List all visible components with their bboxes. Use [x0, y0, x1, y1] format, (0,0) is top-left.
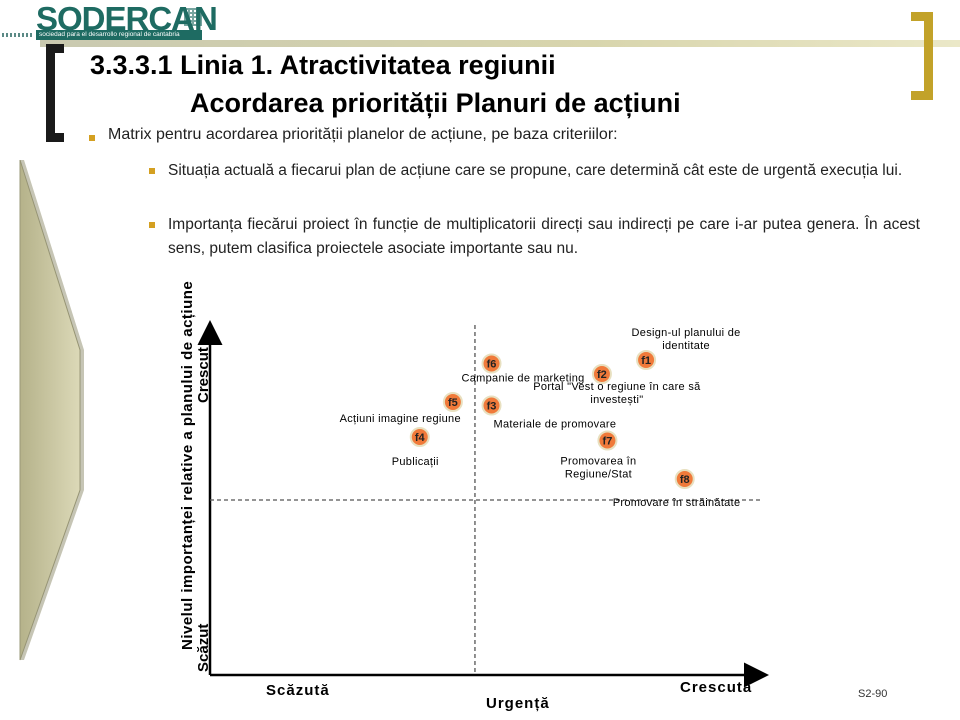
slide-number: S2-90 — [858, 688, 888, 700]
header-decoration-bar — [40, 40, 960, 47]
priority-matrix-chart: f1 Design-ul planului de identitate f2Porta… — [179, 281, 769, 712]
y-axis-label: Nivelul importanței relative a planului … — [179, 281, 196, 650]
point-label-f5: Acțiuni imagine regiune — [340, 413, 461, 425]
left-bracket-decoration — [46, 44, 64, 142]
point-label-line: Regiune/Stat — [565, 469, 632, 481]
point-marker-f2 — [591, 364, 612, 384]
point-label-f3: Materiale de promovare — [494, 419, 617, 431]
point-label-line: Design-ul planului de — [632, 327, 741, 339]
point-label-line: Portal "Vest o regiune în care să — [533, 381, 701, 393]
logo-grid-icon — [184, 8, 202, 26]
point-id-f4: f4 — [415, 432, 426, 444]
bullet-marker — [149, 222, 155, 228]
y-low-label: Scăzut — [195, 624, 212, 672]
side-arrow-decoration — [19, 160, 84, 661]
point-marker-f8 — [674, 469, 695, 489]
x-axis-label: Urgență — [486, 695, 550, 712]
logo-dots-decoration — [2, 33, 32, 37]
point-marker-f3 — [481, 395, 502, 416]
point-id-f7: f7 — [603, 436, 613, 448]
point-label-f7: Promovarea în Regiune/Stat — [560, 456, 636, 481]
point-id-f5: f5 — [448, 397, 458, 409]
point-label-f4: Publicații — [392, 456, 439, 468]
point-marker-f6 — [481, 353, 502, 374]
main-bullet-text: Matrix pentru acordarea priorității plan… — [108, 126, 618, 143]
sub-bullet-urgency: Situația actuală a fiecarui plan de acți… — [168, 162, 903, 179]
right-bracket-decoration — [911, 12, 933, 100]
point-label-f8: Promovare în străinătate — [613, 497, 741, 509]
point-marker-f1 — [636, 350, 657, 370]
point-label-f2: Portal "Vest o regiune în care să investe… — [533, 381, 701, 406]
point-id-f2: f2 — [597, 369, 607, 381]
point-label-line: identitate — [662, 340, 710, 352]
point-id-f8: f8 — [680, 474, 690, 486]
sub-bullet-importance: Importanța fiecărui proiect în funcție d… — [168, 216, 920, 257]
chart-points: f1 Design-ul planului de identitate f2Porta… — [340, 327, 741, 509]
point-marker-f7 — [597, 430, 618, 451]
point-label-f1: Design-ul planului de identitate — [632, 327, 741, 352]
point-id-f6: f6 — [487, 359, 497, 371]
quadrant-dividers — [210, 325, 762, 675]
point-marker-f4 — [409, 427, 430, 447]
point-label-line: investești" — [590, 394, 643, 406]
slide-title-line1: 3.3.3.1 Linia 1. Atractivitatea regiunii — [90, 50, 556, 80]
point-id-f3: f3 — [487, 401, 497, 413]
y-high-label: Crescut — [195, 347, 212, 403]
point-label-f6: Campanie de marketing — [462, 373, 585, 385]
x-low-label: Scăzută — [266, 682, 330, 699]
point-id-f1: f1 — [641, 355, 651, 367]
point-marker-f5 — [442, 392, 463, 412]
bullet-marker — [89, 135, 95, 141]
point-label-line: Promovarea în — [560, 456, 636, 468]
x-high-label: Crescută — [680, 679, 752, 696]
bullet-marker — [149, 168, 155, 174]
logo-tagline: sociedad para el desarrollo regional de … — [36, 30, 202, 40]
slide-title-line2: Acordarea priorității Planuri de acțiuni — [190, 88, 681, 118]
